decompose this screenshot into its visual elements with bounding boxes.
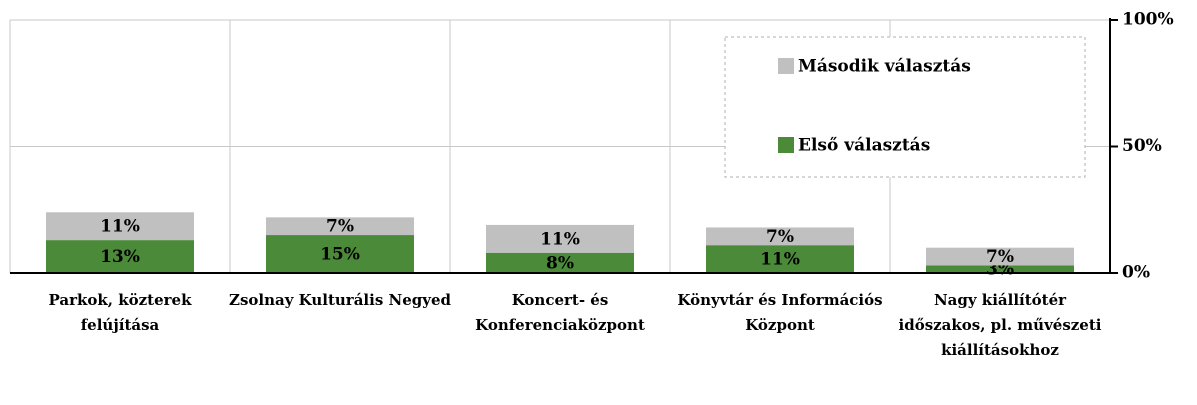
legend-label: Második választás [798, 57, 971, 77]
bar-segment [926, 265, 1074, 273]
legend-swatch [778, 58, 794, 74]
bar-segment [266, 217, 414, 236]
value-label: 11% [760, 250, 800, 270]
value-label: 7% [766, 227, 794, 247]
x-tick-label: Parkok, közterek felújítása [48, 291, 192, 334]
x-tick-label: Koncert- és Konferenciaközpont [475, 291, 645, 334]
legend-swatch [778, 137, 794, 153]
bar-segment [486, 252, 634, 273]
value-label: 7% [326, 217, 354, 237]
bar-segment [486, 224, 634, 253]
bar-segment [926, 247, 1074, 266]
value-label: 11% [100, 217, 140, 237]
bar-segment [706, 227, 854, 246]
legend-label: Első választás [798, 136, 930, 156]
value-label: 11% [540, 229, 580, 249]
bar-segment [706, 245, 854, 273]
x-tick-label: Könyvtár és Információs Központ [677, 291, 883, 334]
bar-segment [46, 240, 194, 273]
value-label: 7% [986, 247, 1014, 267]
y-tick-label: 100% [1122, 10, 1174, 30]
x-tick-label: Zsolnay Kulturális Negyed [229, 291, 451, 309]
bar-segment [46, 212, 194, 241]
bar-segment [266, 235, 414, 273]
x-tick-label: Nagy kiállítótér időszakos, pl. művészet… [898, 291, 1102, 359]
y-tick-label: 50% [1122, 136, 1162, 156]
value-label: 13% [100, 247, 140, 267]
y-tick-label: 0% [1122, 263, 1150, 283]
value-label: 8% [546, 253, 574, 273]
value-label: 15% [320, 245, 360, 265]
